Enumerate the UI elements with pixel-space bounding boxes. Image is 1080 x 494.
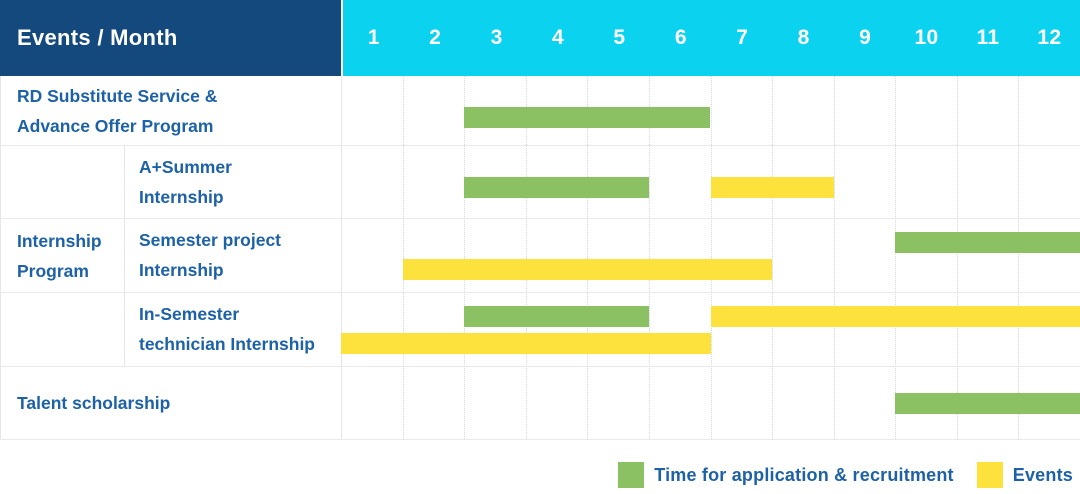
events-swatch [976,462,1003,488]
application-bar [895,232,1080,253]
month-gridline [587,76,589,439]
month-header-11: 11 [976,26,1000,49]
month-gridline [710,76,712,439]
legend-item-events: Events [976,462,1073,488]
month-header-3: 3 [490,26,503,49]
legend-item-application: Time for application & recruitment [618,462,954,488]
legend-label-events: Events [1012,464,1073,485]
month-header-5: 5 [613,26,626,49]
table-left-border [0,76,1,439]
month-header-1: 1 [367,26,380,49]
legend-label-application: Time for application & recruitment [654,464,954,485]
application-bar [895,393,1080,414]
month-header-9: 9 [859,26,872,49]
month-gridline [464,76,466,439]
month-gridline [525,76,527,439]
month-header-7: 7 [736,26,749,49]
month-header-6: 6 [674,26,687,49]
month-gridline [956,76,958,439]
header-corner-label: Events / Month [17,25,178,50]
row-divider [0,366,1080,367]
row-label-a-plus-summer-internship: A+Summer Internship [139,156,232,207]
row-divider [0,145,1080,146]
label-column-border [341,76,342,439]
month-gridline [1018,76,1020,439]
row-label-semester-project-internship: Semester project Internship [139,230,282,280]
application-bar [464,107,711,128]
row-divider [0,218,1080,219]
event-bar [710,177,834,198]
month-header-row: 1 2 3 4 5 6 7 8 9 10 11 12 [343,0,1080,76]
row-label-talent-scholarship: Talent scholarship [17,392,171,413]
legend: Time for application & recruitment Event… [618,462,1073,488]
group-label-internship-program: Internship Program [17,230,102,281]
month-gridline [772,76,774,439]
application-recruitment-swatch [618,462,645,488]
table-bottom-border [0,439,1080,440]
month-gridline [895,76,897,439]
month-header-4: 4 [551,26,564,49]
event-bar [402,259,773,280]
event-bar [341,333,711,354]
header-corner-cell: Events / Month [0,0,341,76]
month-gridline [648,76,650,439]
row-divider [0,292,1080,293]
application-bar [464,177,649,198]
month-header-12: 12 [1037,26,1062,49]
event-bar [710,306,1080,327]
row-label-rd-substitute: RD Substitute Service & Advance Offer Pr… [17,85,218,136]
month-header-2: 2 [429,26,442,49]
month-header-10: 10 [914,26,939,49]
month-gridline [402,76,404,439]
month-gridline [833,76,835,439]
month-header-8: 8 [797,26,810,49]
group-column-border [124,145,125,366]
application-bar [464,306,649,327]
row-label-in-semester-technician-internship: In-Semester technician Internship [139,304,315,354]
